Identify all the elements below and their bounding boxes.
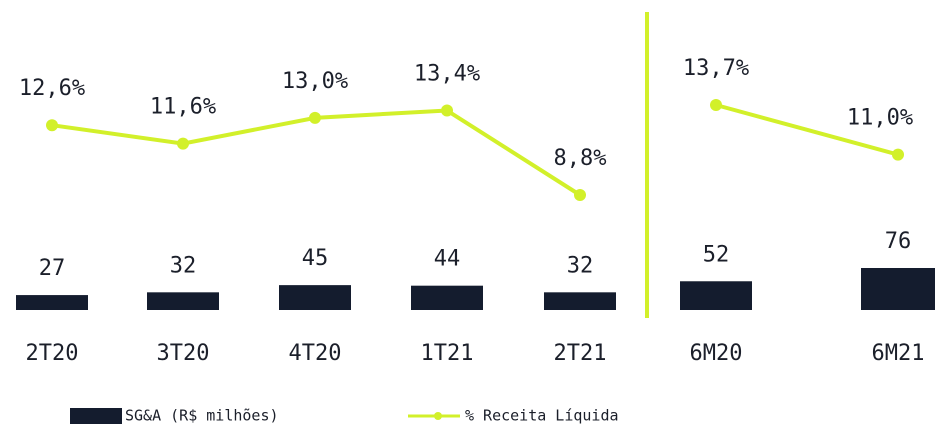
line-point bbox=[177, 137, 189, 150]
line-point bbox=[892, 148, 904, 161]
line-value-label: 12,6% bbox=[19, 76, 85, 101]
line bbox=[715, 103, 899, 157]
bar bbox=[16, 295, 88, 310]
line-value-label: 13,7% bbox=[683, 56, 749, 81]
line-point bbox=[309, 111, 321, 124]
bar bbox=[147, 292, 219, 310]
legend-swatch-dot bbox=[434, 412, 442, 420]
x-tick-label: 3T20 bbox=[157, 341, 210, 366]
bar bbox=[544, 292, 616, 310]
line-point bbox=[46, 119, 58, 132]
x-tick-label: 2T21 bbox=[554, 341, 607, 366]
x-tick-label: 6M20 bbox=[690, 341, 743, 366]
line-value-label: 11,6% bbox=[150, 95, 216, 120]
line-value-label: 11,0% bbox=[847, 106, 913, 131]
line-point bbox=[574, 189, 586, 201]
x-tick-label: 6M21 bbox=[872, 341, 925, 366]
line-value-label: 13,4% bbox=[414, 62, 480, 87]
bar-value-label: 32 bbox=[170, 253, 197, 278]
bar bbox=[680, 281, 752, 310]
line-value-label: 13,0% bbox=[282, 69, 348, 94]
x-tick-label: 2T20 bbox=[26, 341, 79, 366]
line-point bbox=[441, 104, 453, 117]
bar-value-label: 44 bbox=[434, 247, 461, 272]
bar bbox=[279, 285, 351, 310]
bar-value-label: 52 bbox=[703, 242, 730, 267]
bar-value-label: 27 bbox=[39, 256, 66, 281]
legend-swatch-bar bbox=[70, 408, 122, 424]
bar-value-label: 76 bbox=[885, 229, 912, 254]
x-tick-label: 4T20 bbox=[289, 341, 342, 366]
line-value-label: 8,8% bbox=[554, 146, 607, 171]
x-tick-label: 1T21 bbox=[421, 341, 474, 366]
legend-label: SG&A (R$ milhões) bbox=[125, 407, 279, 425]
bar bbox=[861, 268, 935, 310]
bar-value-label: 32 bbox=[567, 253, 594, 278]
legend-label: % Receita Líquida bbox=[465, 407, 619, 425]
bar-value-label: 45 bbox=[302, 246, 329, 271]
line-point bbox=[710, 99, 722, 111]
bar bbox=[411, 285, 483, 310]
